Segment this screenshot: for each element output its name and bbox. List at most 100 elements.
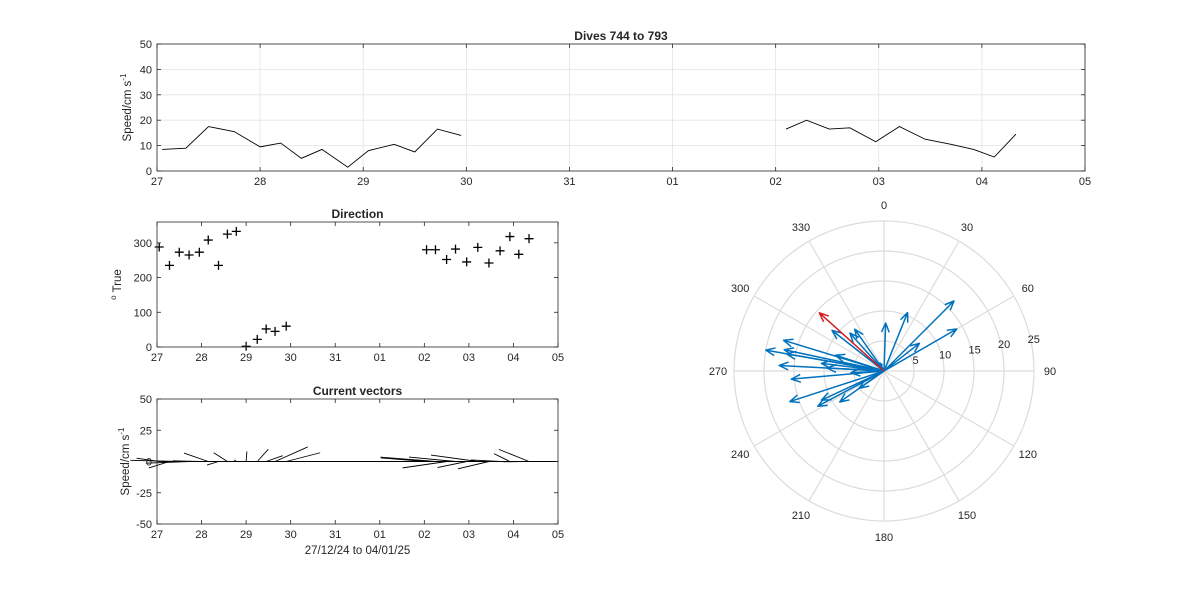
current-vector [213, 452, 228, 462]
current-vector [183, 452, 209, 462]
x-tick-label: 27 [151, 529, 163, 541]
direction-point [422, 245, 432, 255]
polar-spoke [753, 370, 885, 447]
current-vector [286, 452, 321, 462]
angle-tick-label: 60 [1022, 283, 1034, 295]
direction-point [184, 250, 194, 260]
x-tick-label: 04 [976, 176, 988, 188]
current-arrow [783, 347, 885, 372]
speed-line [162, 126, 462, 168]
radius-tick-label: 15 [969, 344, 981, 356]
current-vector [380, 456, 436, 462]
x-tick-label: 02 [418, 529, 430, 541]
current-vector [256, 449, 269, 462]
current-vector [245, 451, 248, 462]
current-arrow [789, 370, 885, 404]
polar-spoke [883, 240, 960, 372]
polar-spoke [883, 370, 960, 502]
direction-point [462, 257, 472, 267]
angle-tick-label: 240 [731, 449, 749, 461]
y-tick-label: -25 [136, 488, 152, 500]
direction-point [484, 258, 494, 268]
x-tick-label: 05 [1079, 176, 1091, 188]
angle-tick-label: 210 [792, 510, 810, 522]
angle-tick-label: 330 [792, 222, 810, 234]
direction-panel: 27 28 29 30 31 01 02 03 04 05 0 100 200 300 Direction… [109, 207, 564, 364]
direction-point [261, 324, 271, 334]
direction-point [154, 242, 164, 252]
current-arrow [880, 322, 890, 372]
x-tick-label: 01 [374, 529, 386, 541]
radius-tick-label: 25 [1028, 334, 1040, 346]
current-arrow [883, 300, 955, 372]
polar-spoke [808, 370, 885, 502]
direction-point [505, 232, 515, 242]
y-tick-label: 50 [140, 394, 152, 406]
y-tick-label: 300 [134, 238, 152, 250]
current-arrow [883, 311, 909, 372]
y-tick-label: 10 [140, 141, 152, 153]
polar-spoke [753, 295, 885, 372]
y-tick-label: 200 [134, 273, 152, 285]
x-tick-label: 27 [151, 352, 163, 364]
x-tick-label: 29 [357, 176, 369, 188]
x-tick-label: 28 [195, 352, 207, 364]
direction-point [451, 244, 461, 254]
current-vector [457, 461, 490, 470]
polar-current-plot: 0 30 60 90 120 150 180 210 240 270 300 330 5 10 15 20 25 [709, 200, 1056, 544]
direction-point [231, 226, 241, 236]
current-arrow [782, 338, 885, 372]
x-tick-label: 04 [507, 352, 519, 364]
x-tick-label: 01 [374, 352, 386, 364]
radius-tick-label: 10 [939, 350, 951, 362]
direction-point [164, 260, 174, 270]
current-vector [408, 456, 456, 462]
current-vector [437, 461, 467, 469]
current-arrow [883, 342, 921, 372]
y-tick-label: 0 [146, 342, 152, 354]
current-arrow [850, 367, 885, 377]
vectors-plot-ylabel: Speed/cm s-1 [117, 427, 132, 495]
angle-tick-label: 90 [1044, 366, 1056, 378]
x-tick-label: 02 [418, 352, 430, 364]
direction-point [514, 249, 524, 259]
angle-tick-label: 30 [961, 222, 973, 234]
radius-tick-label: 5 [912, 355, 918, 367]
direction-point [281, 321, 291, 331]
y-tick-label: 0 [146, 457, 152, 469]
angle-tick-label: 300 [731, 283, 749, 295]
y-tick-label: 20 [140, 115, 152, 127]
latest-current-arrow [818, 312, 885, 372]
x-tick-label: 04 [507, 529, 519, 541]
direction-point [194, 247, 204, 257]
current-vector [145, 461, 190, 464]
x-tick-label: 31 [329, 529, 341, 541]
current-arrow [883, 328, 958, 372]
x-tick-label: 05 [552, 529, 564, 541]
polar-spoke [883, 370, 1015, 447]
x-tick-label: 03 [463, 352, 475, 364]
x-tick-label: 30 [285, 352, 297, 364]
x-tick-label: 27 [151, 176, 163, 188]
current-arrow [831, 329, 885, 372]
angle-tick-label: 150 [958, 510, 976, 522]
current-arrow [820, 359, 885, 372]
direction-point [442, 255, 452, 264]
x-tick-label: 03 [873, 176, 885, 188]
y-tick-label: 50 [140, 39, 152, 51]
current-vector [381, 457, 427, 462]
current-vector [498, 448, 530, 462]
direction-point [473, 242, 483, 252]
current-vector [234, 459, 237, 462]
current-vector [130, 459, 180, 462]
y-tick-label: -50 [136, 519, 152, 531]
x-tick-label: 29 [240, 352, 252, 364]
angle-tick-label: 180 [875, 532, 893, 544]
current-vector [470, 459, 501, 462]
x-tick-label: 30 [460, 176, 472, 188]
vectors-plot-title: Current vectors [313, 384, 403, 398]
speed-plot-title: Dives 744 to 793 [574, 29, 668, 43]
x-tick-label: 05 [552, 352, 564, 364]
speed-timeseries-panel: 27 28 29 30 31 01 02 03 04 05 0 10 20 30 40 50 Dives 74… [119, 29, 1091, 188]
